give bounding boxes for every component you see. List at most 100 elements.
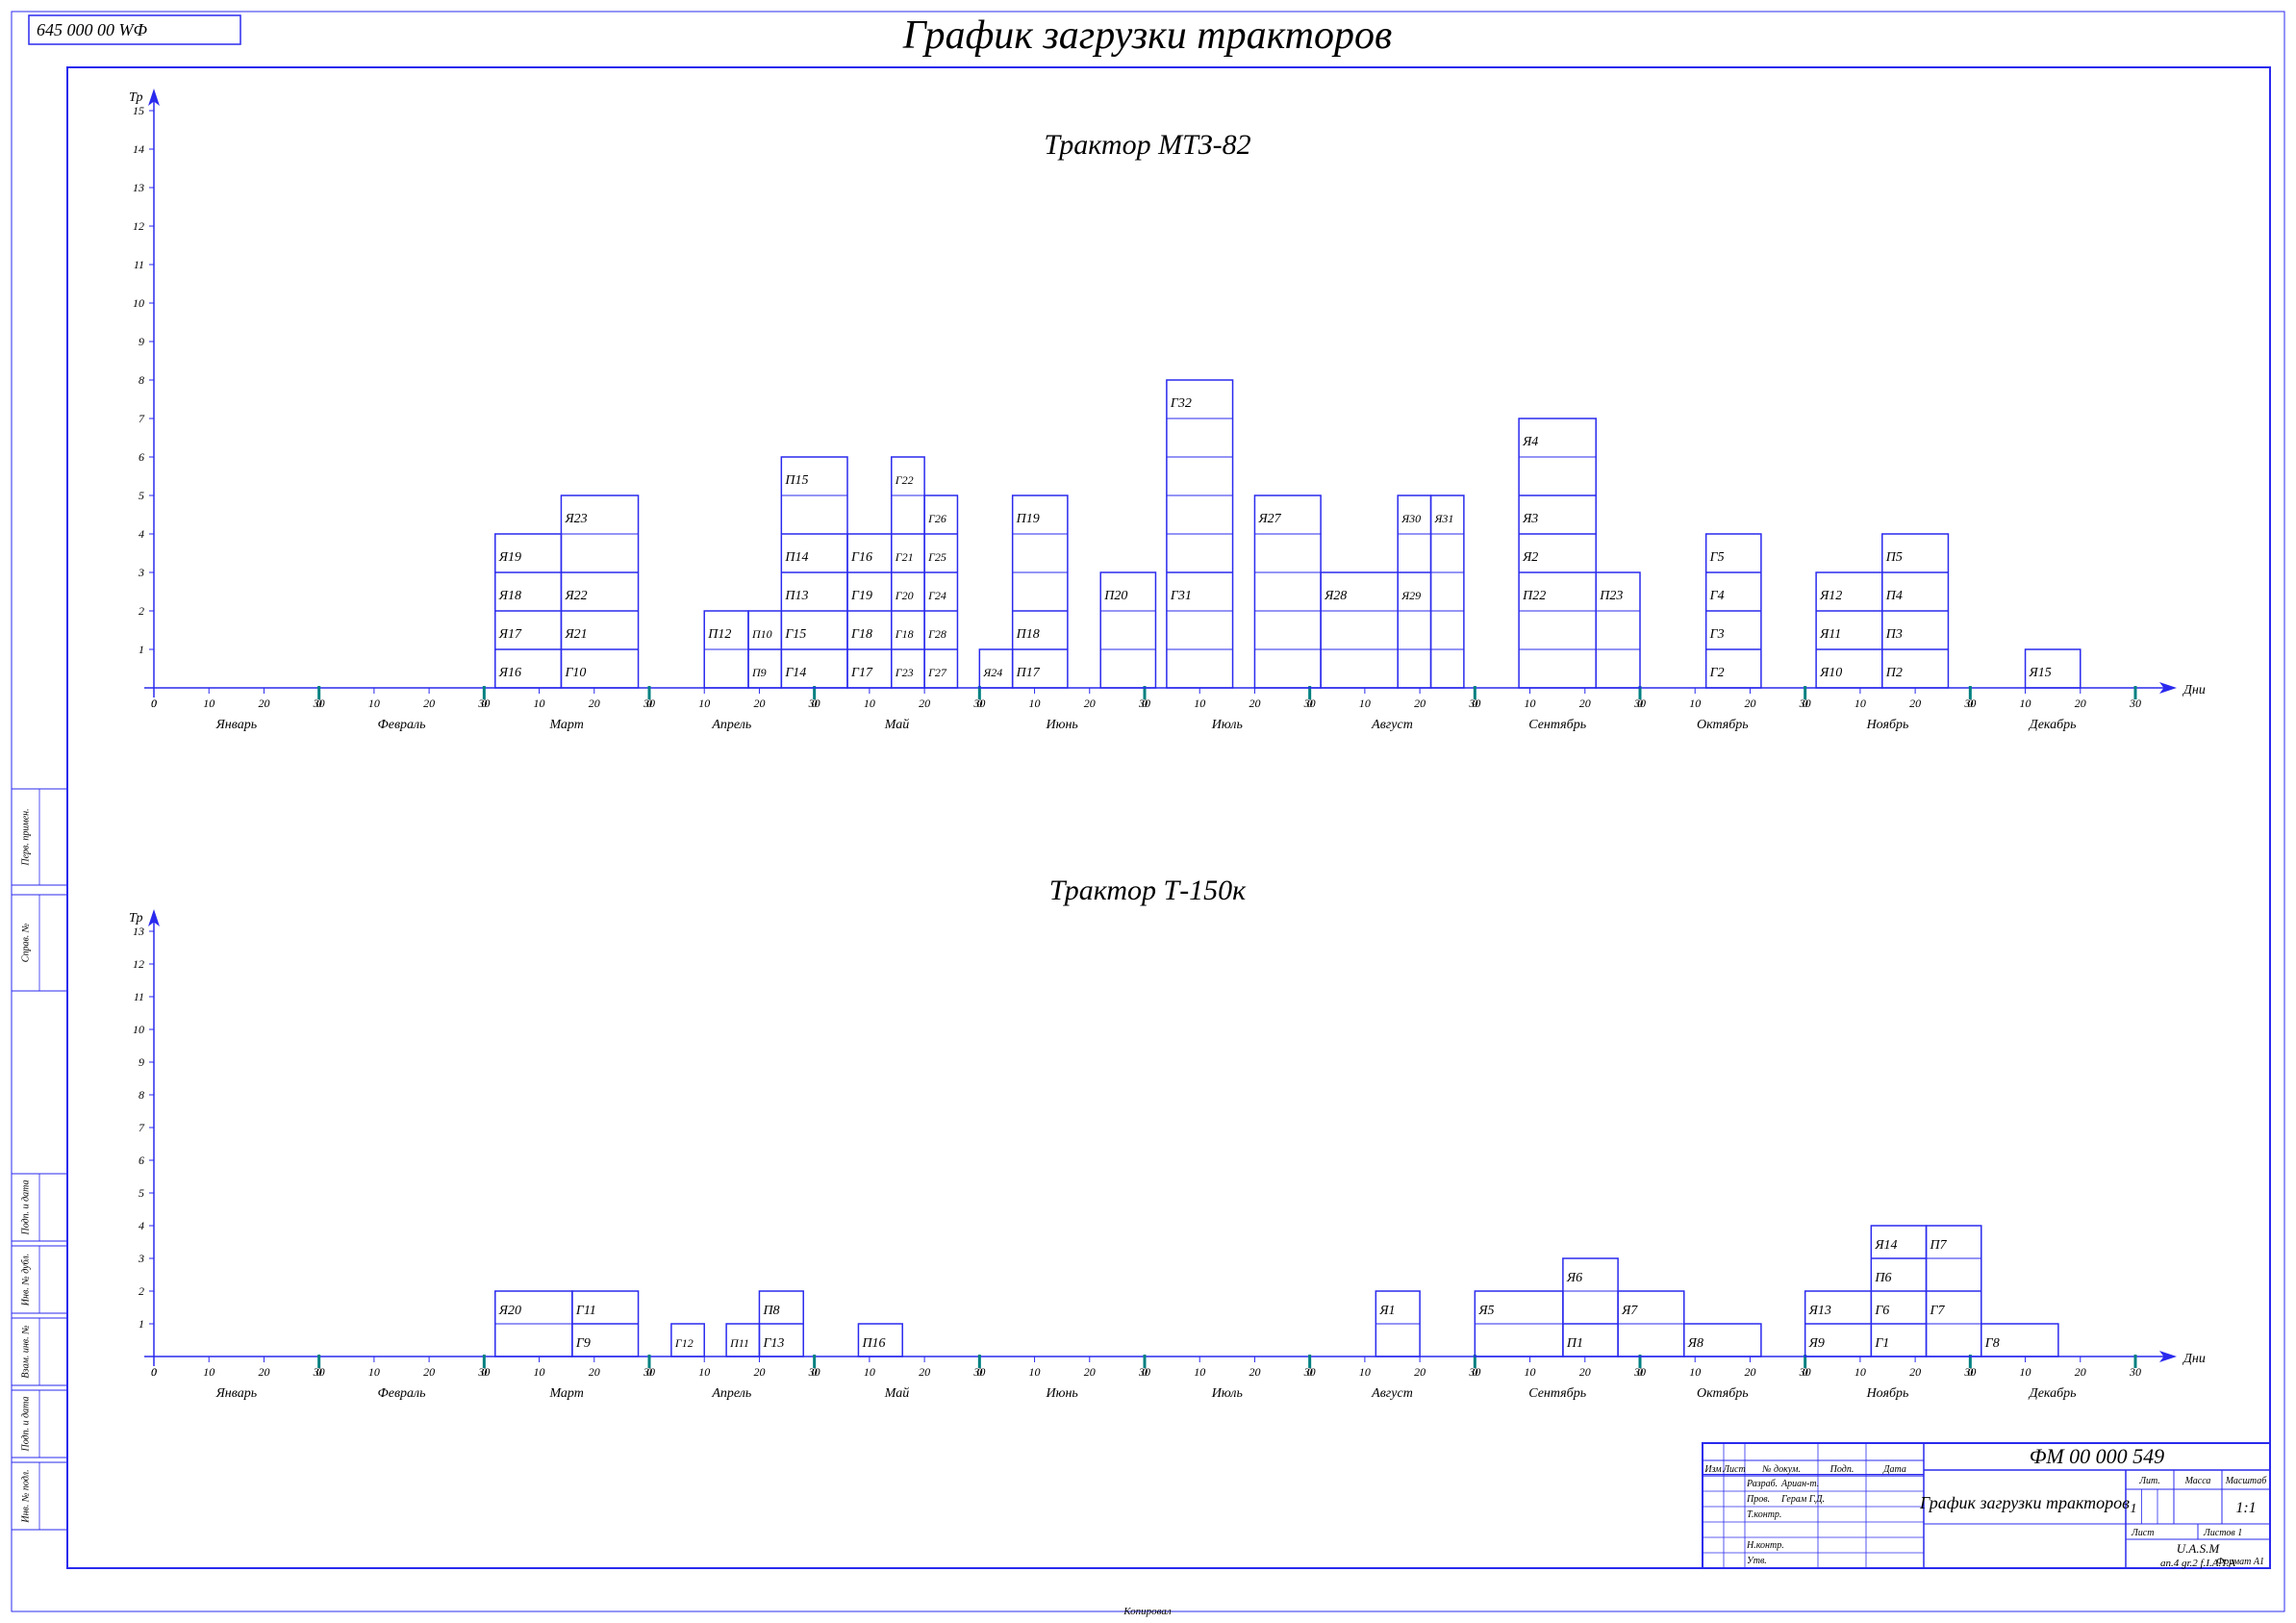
chart-mtz82-xtick: 30	[477, 697, 490, 710]
chart-t150k-bar-label: Я20	[498, 1304, 521, 1318]
chart-t150k-bar-label: Г13	[762, 1336, 784, 1351]
chart-mtz82-xtick: 20	[753, 697, 765, 710]
chart-mtz82-bar-label: Я31	[1434, 512, 1454, 525]
chart-mtz82-bar-label: П4	[1885, 589, 1903, 603]
chart-mtz82-xtick: 10	[534, 697, 545, 710]
chart-t150k-xtick: 30	[2129, 1365, 2141, 1379]
chart-mtz82-bar-label: Г31	[1170, 589, 1192, 603]
chart-t150k-xtick: 20	[2075, 1365, 2086, 1379]
chart-mtz82-xtick: 10	[1359, 697, 1371, 710]
chart-mtz82-bar-label: Г23	[895, 666, 914, 679]
chart-mtz82-bar-label: Я29	[1400, 589, 1421, 602]
tb-role: Т.контр.	[1747, 1509, 1781, 1520]
chart-mtz82-bar-label: Я17	[498, 627, 522, 642]
chart-mtz82-bar-label: Г15	[784, 627, 806, 642]
chart-t150k-xtick: 30	[1468, 1365, 1480, 1379]
chart-mtz82-bar-label: П22	[1522, 589, 1546, 603]
tb-scale: Масштаб	[2225, 1476, 2268, 1486]
chart-t150k-ytick: 4	[139, 1219, 144, 1232]
chart-mtz82-xtick: 30	[972, 697, 985, 710]
chart-mtz82-bar-label: П13	[784, 589, 808, 603]
chart-t150k-month-label: Февраль	[377, 1386, 425, 1401]
left-tab-label: Подп. и дата	[21, 1396, 32, 1452]
chart-mtz82-month-label: Январь	[215, 718, 258, 732]
tb-listov: Листов 1	[2203, 1528, 2242, 1538]
tb-col-header: Изм	[1703, 1464, 1722, 1475]
chart-t150k-xtick: 0	[151, 1365, 157, 1379]
chart-mtz82-bar-label: Г20	[895, 589, 914, 602]
chart-mtz82-bar-label: Я16	[498, 666, 521, 680]
chart-mtz82-bar-label: П2	[1885, 666, 1903, 680]
chart-mtz82-xtick: 30	[2129, 697, 2141, 710]
chart-t150k-bar-label: Г7	[1930, 1304, 1946, 1318]
chart-t150k-bar-label: П7	[1930, 1238, 1948, 1253]
chart-mtz82-month-label: Март	[548, 718, 583, 732]
chart-t150k-bar-label: Я5	[1477, 1304, 1494, 1318]
chart-mtz82-ytick: 2	[139, 604, 144, 618]
chart-t150k-month-label: Август	[1371, 1386, 1413, 1401]
chart-t150k-xtick: 20	[1414, 1365, 1426, 1379]
chart-t150k-bar-label: Я7	[1621, 1304, 1638, 1318]
chart-t150k-month-label: Январь	[215, 1386, 258, 1401]
chart-t150k-xtick: 30	[1963, 1365, 1976, 1379]
chart-mtz82-xtick: 30	[313, 697, 325, 710]
chart-mtz82-month-label: Октябрь	[1697, 718, 1749, 732]
chart-mtz82-ytick: 9	[139, 335, 144, 348]
chart-mtz82-bar-label: Я4	[1522, 435, 1538, 449]
chart-t150k-xtick: 10	[1029, 1365, 1041, 1379]
chart-t150k-bar-label: Я14	[1874, 1238, 1897, 1253]
chart-mtz82-bar-label: П15	[784, 473, 808, 488]
chart-mtz82-xtick: 30	[1303, 697, 1316, 710]
chart-mtz82-bar-label: Я19	[498, 550, 521, 565]
chart-mtz82-bar-label: П9	[751, 666, 767, 679]
chart-mtz82-bar-label: Г19	[850, 589, 872, 603]
chart-t150k-bar-label: Г1	[1874, 1336, 1889, 1351]
chart-t150k-xtick: 20	[1744, 1365, 1755, 1379]
tb-main-title: График загрузки тракторов	[1919, 1493, 2130, 1512]
chart-mtz82-xtick: 10	[698, 697, 710, 710]
chart-mtz82-bar-label: Я10	[1819, 666, 1842, 680]
chart-t150k-ytick: 11	[134, 990, 144, 1003]
chart-mtz82-bar-label: Г4	[1709, 589, 1725, 603]
chart-mtz82-bar-label: П20	[1103, 589, 1127, 603]
tb-col-header: Лист	[1722, 1464, 1745, 1475]
chart-t150k-bar-label: Г6	[1874, 1304, 1889, 1318]
chart-t150k-ytick: 12	[133, 957, 144, 971]
chart-t150k: Трактор Т-150к12345678910111213ТрДни0102…	[129, 875, 2206, 1401]
chart-mtz82-bar-label: Г5	[1709, 550, 1725, 565]
chart-mtz82-month-label: Июнь	[1046, 718, 1078, 732]
left-tab-label: Инв. № дубл.	[21, 1254, 32, 1306]
chart-mtz82-xtick: 30	[643, 697, 655, 710]
chart-mtz82-xtick: 20	[1909, 697, 1921, 710]
chart-mtz82-bar-label: Г21	[895, 550, 914, 564]
chart-t150k-month-label: Июль	[1211, 1386, 1243, 1401]
chart-t150k-ytick: 7	[139, 1121, 145, 1134]
tb-role: Н.контр.	[1746, 1540, 1784, 1551]
chart-t150k-bar-label: Я8	[1687, 1336, 1703, 1351]
chart-mtz82-bar-label: Г17	[850, 666, 873, 680]
chart-mtz82: Трактор МТЗ-82123456789101112131415ТрДни…	[129, 90, 2206, 732]
chart-t150k-ylabel: Тр	[129, 911, 142, 926]
chart-t150k-ytick: 5	[139, 1186, 144, 1200]
chart-t150k-bar-label: П16	[861, 1336, 885, 1351]
chart-mtz82-bar-label: П14	[784, 550, 808, 565]
chart-t150k-bar-label: П8	[762, 1304, 779, 1318]
chart-mtz82-xtick: 20	[1414, 697, 1426, 710]
chart-t150k-bar-label: Г8	[1984, 1336, 2000, 1351]
chart-mtz82-ytick: 6	[139, 450, 144, 464]
chart-mtz82-bar-label: Г16	[850, 550, 872, 565]
title-block: ФМ 00 000 549ИзмЛист№ докум.Подп.ДатаРаз…	[1703, 1443, 2270, 1569]
tb-name: Ариан-т.	[1780, 1479, 1819, 1489]
chart-mtz82-xtick: 0	[151, 697, 157, 710]
chart-mtz82-xtick: 10	[1854, 697, 1866, 710]
chart-t150k-xtick: 20	[919, 1365, 930, 1379]
chart-mtz82-xtick: 30	[808, 697, 820, 710]
chart-mtz82-bar-label: Я15	[2029, 666, 2052, 680]
chart-mtz82-ytick: 14	[133, 142, 144, 156]
tb-massa: Масса	[2184, 1476, 2211, 1486]
chart-t150k-xtick: 10	[1689, 1365, 1701, 1379]
chart-mtz82-month-label: Сентябрь	[1528, 718, 1586, 732]
chart-t150k-ytick: 3	[138, 1252, 144, 1265]
chart-t150k-xtick: 10	[864, 1365, 875, 1379]
chart-mtz82-ytick: 8	[139, 373, 144, 387]
